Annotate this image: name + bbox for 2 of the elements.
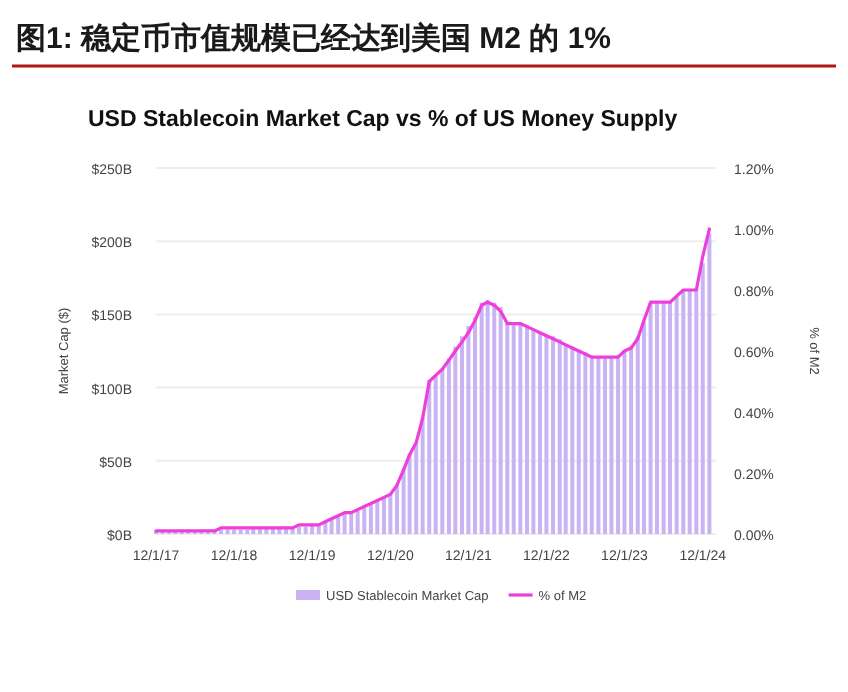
chart-title: 图1: 稳定币市值规模已经达到美国 M2 的 1% [16,20,612,56]
chart-subtitle: USD Stablecoin Market Cap vs % of US Money Supply [88,108,679,132]
